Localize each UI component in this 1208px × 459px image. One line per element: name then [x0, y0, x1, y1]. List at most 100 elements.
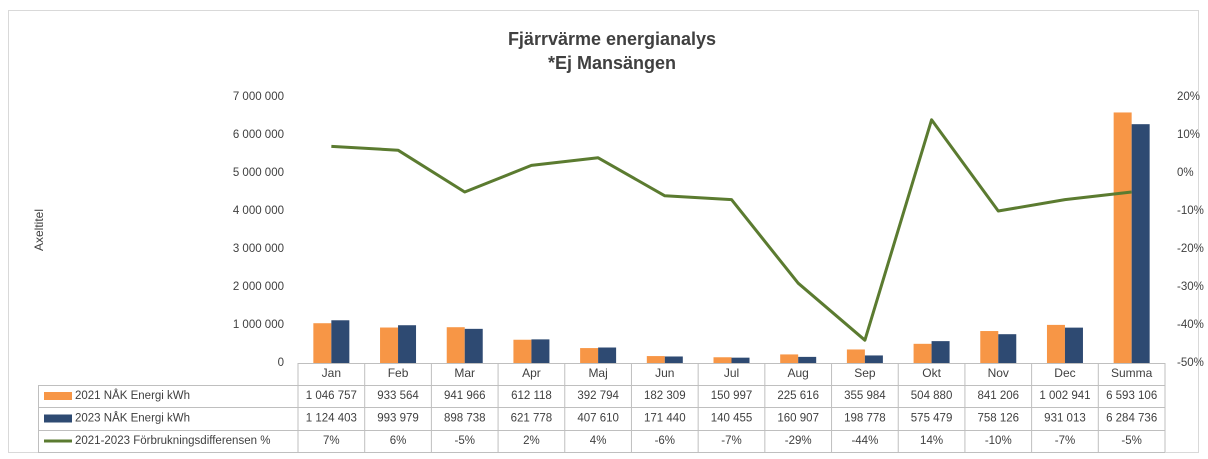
table-value: 140 455 [711, 413, 753, 425]
bar [313, 323, 332, 363]
bar [646, 356, 665, 363]
x-tick-label: Jun [655, 366, 674, 380]
bar [380, 327, 399, 363]
table-value: -6% [655, 435, 675, 447]
bar [1064, 327, 1083, 363]
table-value: 150 997 [711, 390, 753, 402]
chart-title: Fjärrvärme energianalys [508, 29, 716, 49]
bar [464, 328, 483, 363]
bar [331, 320, 350, 363]
table-value: -29% [785, 435, 812, 447]
y2-tick-label: -10% [1177, 205, 1204, 217]
legend-label: 2021-2023 Förbrukningsdifferensen % [75, 435, 270, 447]
x-tick-label: Jul [724, 366, 739, 380]
y2-tick-label: 0% [1177, 167, 1194, 179]
bar [580, 348, 599, 363]
table-value: -10% [985, 435, 1012, 447]
table-value: 160 907 [777, 413, 819, 425]
y-tick-label: 6 000 000 [233, 129, 284, 141]
x-tick-label: Summa [1111, 366, 1153, 380]
table-value: 2% [523, 435, 540, 447]
table-value: 1 046 757 [306, 390, 357, 402]
line [331, 118, 1132, 342]
x-tick-label: Feb [388, 366, 409, 380]
y-axis-title: Axeltitel [32, 209, 46, 251]
x-tick-label: Jan [322, 366, 341, 380]
table-value: 933 564 [377, 390, 419, 402]
table-value: 575 479 [911, 413, 953, 425]
table-value: 993 979 [377, 413, 419, 425]
table-value: -5% [455, 435, 475, 447]
table-value: 198 778 [844, 413, 886, 425]
table-value: 6% [390, 435, 407, 447]
table-value: -7% [721, 435, 741, 447]
table-value: 6 593 106 [1106, 390, 1157, 402]
bar [531, 339, 550, 363]
table-value: 407 610 [577, 413, 619, 425]
y2-tick-label: -30% [1177, 281, 1204, 293]
bar [1131, 124, 1150, 364]
table-value: 14% [920, 435, 943, 447]
x-tick-label: Aug [788, 366, 809, 380]
bar [913, 343, 932, 363]
table-value: 6 284 736 [1106, 413, 1157, 425]
bar [931, 341, 950, 363]
y-tick-label: 3 000 000 [233, 243, 284, 255]
y-tick-label: 5 000 000 [233, 167, 284, 179]
y-tick-label: 2 000 000 [233, 281, 284, 293]
y2-tick-label: 20% [1177, 91, 1200, 103]
bar [864, 355, 883, 363]
table-value: 941 966 [444, 390, 486, 402]
x-tick-label: Apr [522, 366, 541, 380]
bar [998, 334, 1017, 363]
table-value: -7% [1055, 435, 1075, 447]
y2-tick-label: -40% [1177, 319, 1204, 331]
table-value: 225 616 [777, 390, 819, 402]
x-tick-label: Mar [454, 366, 475, 380]
table-value: 612 118 [511, 390, 552, 402]
x-tick-label: Maj [588, 366, 607, 380]
legend-label: 2023 NÅK Energi kWh [75, 412, 190, 425]
y-tick-label: 0 [278, 357, 284, 369]
bar [731, 357, 750, 363]
table-value: 182 309 [644, 390, 686, 402]
table-value: 4% [590, 435, 607, 447]
table-value: 898 738 [444, 413, 486, 425]
table-value: -44% [851, 435, 878, 447]
y2-tick-label: 10% [1177, 129, 1200, 141]
y-tick-label: 7 000 000 [233, 91, 284, 103]
bar [1046, 324, 1065, 363]
x-tick-label: Sep [854, 366, 876, 380]
bar [1113, 112, 1132, 363]
bar [664, 356, 683, 363]
chart-subtitle: *Ej Mansängen [548, 53, 676, 73]
table-value: 171 440 [644, 413, 686, 425]
y-tick-label: 1 000 000 [233, 319, 284, 331]
table-value: 1 002 941 [1039, 390, 1090, 402]
chart-frame [8, 10, 1199, 453]
x-tick-label: Okt [922, 366, 941, 380]
table-value: 841 206 [977, 390, 1019, 402]
table-value: 621 778 [511, 413, 553, 425]
table-value: 931 013 [1044, 413, 1086, 425]
table-value: 392 794 [577, 390, 619, 402]
bar [980, 331, 999, 363]
bar [713, 357, 732, 363]
bar [398, 325, 417, 363]
bar [780, 354, 799, 363]
bar [513, 339, 532, 363]
table-value: 1 124 403 [306, 413, 357, 425]
y2-tick-label: -50% [1177, 357, 1204, 369]
bar [598, 347, 617, 363]
table-value: -5% [1121, 435, 1141, 447]
table-value: 7% [323, 435, 340, 447]
y-tick-label: 4 000 000 [233, 205, 284, 217]
legend-key [44, 414, 72, 423]
x-tick-label: Nov [988, 366, 1009, 380]
bar [846, 349, 865, 363]
legend-label: 2021 NÅK Energi kWh [75, 389, 190, 402]
table-value: 355 984 [844, 390, 886, 402]
table-value: 504 880 [911, 390, 953, 402]
x-tick-label: Dec [1054, 366, 1075, 380]
